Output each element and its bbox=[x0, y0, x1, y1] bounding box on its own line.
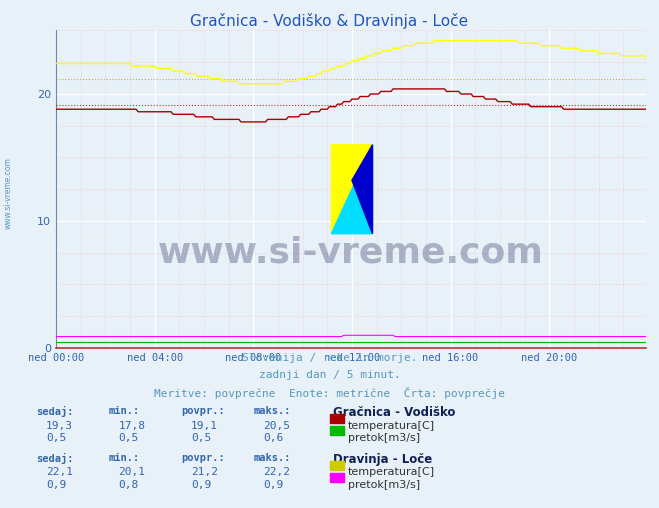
Text: www.si-vreme.com: www.si-vreme.com bbox=[3, 157, 13, 229]
Text: 17,8: 17,8 bbox=[119, 421, 146, 431]
Text: 0,9: 0,9 bbox=[46, 480, 67, 490]
Text: 20,1: 20,1 bbox=[119, 467, 146, 478]
Text: Meritve: povprečne  Enote: metrične  Črta: povprečje: Meritve: povprečne Enote: metrične Črta:… bbox=[154, 387, 505, 399]
Text: maks.:: maks.: bbox=[254, 453, 291, 463]
Text: 0,5: 0,5 bbox=[191, 433, 212, 443]
Text: sedaj:: sedaj: bbox=[36, 406, 74, 418]
Polygon shape bbox=[331, 145, 372, 234]
Text: temperatura[C]: temperatura[C] bbox=[348, 421, 435, 431]
Text: Dravinja - Loče: Dravinja - Loče bbox=[333, 453, 432, 466]
Polygon shape bbox=[331, 145, 372, 234]
Text: pretok[m3/s]: pretok[m3/s] bbox=[348, 433, 420, 443]
Text: www.si-vreme.com: www.si-vreme.com bbox=[158, 236, 544, 270]
Text: 0,8: 0,8 bbox=[119, 480, 139, 490]
Text: 19,3: 19,3 bbox=[46, 421, 73, 431]
Text: Gračnica - Vodiško & Dravinja - Loče: Gračnica - Vodiško & Dravinja - Loče bbox=[190, 13, 469, 28]
Text: 20,5: 20,5 bbox=[264, 421, 291, 431]
Text: 0,5: 0,5 bbox=[46, 433, 67, 443]
Text: povpr.:: povpr.: bbox=[181, 406, 225, 417]
Text: 19,1: 19,1 bbox=[191, 421, 218, 431]
Text: 0,9: 0,9 bbox=[264, 480, 284, 490]
Polygon shape bbox=[352, 145, 372, 234]
Text: min.:: min.: bbox=[109, 406, 140, 417]
Text: 21,2: 21,2 bbox=[191, 467, 218, 478]
Text: min.:: min.: bbox=[109, 453, 140, 463]
Text: Gračnica - Vodiško: Gračnica - Vodiško bbox=[333, 406, 455, 420]
Text: pretok[m3/s]: pretok[m3/s] bbox=[348, 480, 420, 490]
Text: povpr.:: povpr.: bbox=[181, 453, 225, 463]
Text: zadnji dan / 5 minut.: zadnji dan / 5 minut. bbox=[258, 370, 401, 380]
Text: maks.:: maks.: bbox=[254, 406, 291, 417]
Text: Slovenija / reke in morje.: Slovenija / reke in morje. bbox=[242, 353, 417, 363]
Text: temperatura[C]: temperatura[C] bbox=[348, 467, 435, 478]
Text: 0,5: 0,5 bbox=[119, 433, 139, 443]
Text: 22,1: 22,1 bbox=[46, 467, 73, 478]
Text: 0,6: 0,6 bbox=[264, 433, 284, 443]
Text: 0,9: 0,9 bbox=[191, 480, 212, 490]
Text: sedaj:: sedaj: bbox=[36, 453, 74, 464]
Text: 22,2: 22,2 bbox=[264, 467, 291, 478]
